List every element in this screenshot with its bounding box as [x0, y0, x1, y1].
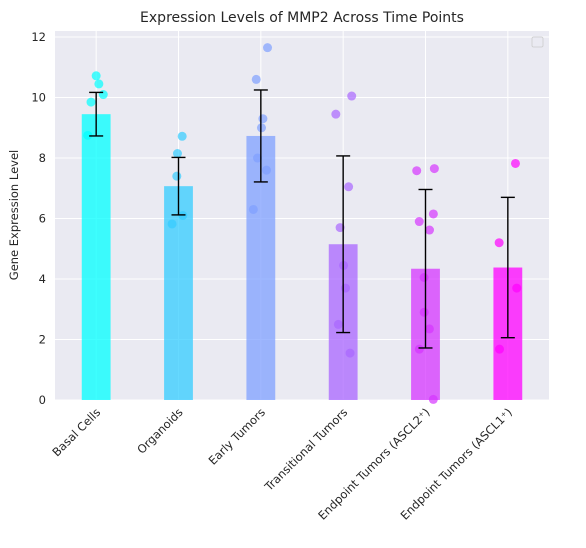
data-point: [331, 109, 341, 119]
data-point: [428, 209, 438, 219]
y-tick-label: 8: [39, 151, 46, 165]
data-point: [177, 131, 187, 141]
plot-background: [55, 31, 549, 400]
data-point: [412, 166, 422, 176]
y-tick-label: 10: [31, 91, 46, 105]
data-point: [429, 164, 439, 174]
chart-title: Expression Levels of MMP2 Across Time Po…: [140, 10, 464, 26]
data-point: [414, 217, 424, 227]
data-point: [258, 114, 268, 124]
data-point: [419, 307, 429, 317]
y-tick-label: 6: [39, 212, 46, 226]
data-point: [425, 225, 435, 235]
data-point: [248, 204, 258, 214]
data-point: [495, 344, 505, 354]
data-point: [262, 165, 272, 175]
x-tick-label: Early Tumors: [206, 405, 268, 467]
data-point: [253, 153, 263, 163]
data-point: [340, 283, 350, 293]
data-point: [251, 74, 261, 84]
bar: [81, 114, 111, 400]
data-point: [419, 273, 429, 283]
data-point: [345, 348, 355, 358]
data-point: [347, 91, 357, 101]
data-point: [344, 182, 354, 192]
data-point: [94, 79, 104, 89]
y-tick-label: 12: [31, 30, 46, 44]
data-point: [98, 90, 108, 100]
data-point: [91, 71, 101, 81]
x-tick-label: Transitional Tumors: [261, 405, 350, 494]
data-point: [510, 158, 520, 168]
data-point: [428, 394, 438, 404]
y-tick-label: 4: [39, 272, 46, 286]
data-point: [263, 43, 273, 53]
empty-legend-box: [531, 36, 544, 48]
data-point: [167, 219, 177, 229]
data-point: [86, 97, 96, 107]
data-point: [494, 238, 504, 248]
data-point: [424, 324, 434, 334]
data-point: [83, 130, 93, 140]
y-tick-label: 2: [39, 333, 46, 347]
x-tick-label: Basal Cells: [49, 405, 103, 459]
y-axis-label: Gene Expression Level: [7, 150, 21, 280]
data-point: [172, 148, 182, 158]
data-point: [333, 319, 343, 329]
data-point: [335, 223, 345, 233]
data-point: [512, 283, 522, 293]
y-tick-label: 0: [39, 393, 46, 407]
data-point: [172, 171, 182, 181]
data-point: [414, 344, 424, 354]
bar: [164, 186, 193, 400]
x-tick-label: Organoids: [134, 405, 185, 456]
